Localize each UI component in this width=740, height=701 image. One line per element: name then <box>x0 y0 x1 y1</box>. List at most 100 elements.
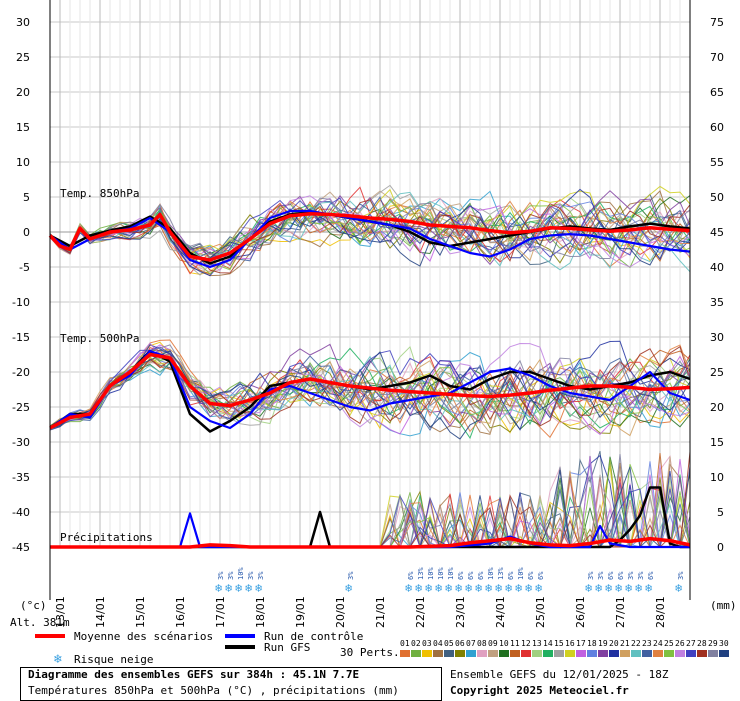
pert-legend-swatch <box>532 650 542 657</box>
snowflake-icon: ❄ <box>215 581 222 595</box>
pert-line <box>49 346 691 429</box>
y-right-tick: 10 <box>710 471 724 484</box>
snowflake-icon: ❄ <box>515 581 522 595</box>
date-label: 19/01 <box>294 596 307 628</box>
pert-legend-swatch <box>642 650 652 657</box>
footer-title: Diagramme des ensembles GEFS sur 384h : … <box>28 668 360 681</box>
snow-risk-pct: 13% <box>497 567 505 580</box>
snowflake-icon: ❄ <box>525 581 532 595</box>
snow-risk-pct: 3% <box>627 571 635 580</box>
pert-legend-label: 20 <box>609 639 619 648</box>
snow-risk-pct: 6% <box>507 571 515 580</box>
y-left-tick: 30 <box>16 16 30 29</box>
snow-risk-pct: 3% <box>227 571 235 580</box>
snowflake-icon: ❄ <box>225 581 232 595</box>
snow-risk-pct: 10% <box>487 567 495 580</box>
pert-legend-label: 06 <box>455 639 465 648</box>
snow-risk-pct: 3% <box>217 571 225 580</box>
pert-legend-swatch <box>466 650 476 657</box>
snow-risk-pct: 6% <box>537 571 545 580</box>
pert-legend-swatch <box>697 650 707 657</box>
pert-legend-label: 27 <box>686 639 696 648</box>
y-left-tick: 20 <box>16 86 30 99</box>
pert-legend-label: 16 <box>565 639 575 648</box>
perts-legend: 01 02 03 04 05 06 07 08 09 10 11 12 13 14 15 16 17 18 19 20… <box>400 639 729 657</box>
y-right-tick: 50 <box>710 191 724 204</box>
y-left-tick: -20 <box>12 366 30 379</box>
y-left-tick: 0 <box>23 226 30 239</box>
y-right-tick: 45 <box>710 226 724 239</box>
date-label: 28/01 <box>654 596 667 628</box>
y-left-tick: -40 <box>12 506 30 519</box>
pert-legend-label: 19 <box>598 639 608 648</box>
snowflake-icon: ❄ <box>435 581 442 595</box>
y-left-tick: -10 <box>12 296 30 309</box>
pert-line <box>49 355 691 430</box>
y-right-tick: 75 <box>710 16 724 29</box>
footer-run: Ensemble GEFS du 12/01/2025 - 18Z <box>450 668 669 681</box>
pert-legend-label: 25 <box>664 639 674 648</box>
y-left-tick: -5 <box>19 261 30 274</box>
y-right-tick: 70 <box>710 51 724 64</box>
series-t500-control <box>49 349 691 430</box>
snowflake-icon: ❄ <box>645 581 652 595</box>
pert-line <box>49 344 691 435</box>
y-right-tick: 55 <box>710 156 724 169</box>
snow-risk-pct: 10% <box>427 567 435 580</box>
pert-legend-swatch <box>543 650 553 657</box>
altitude-label: Alt. 381m <box>10 616 70 629</box>
pert-legend-swatch <box>499 650 509 657</box>
pert-legend-label: 01 <box>400 639 410 648</box>
right-unit-label: (mm) <box>710 599 737 612</box>
pert-legend-label: 12 <box>521 639 531 648</box>
pert-legend-label: 11 <box>510 639 520 648</box>
legend-control-label: Run de contrôle <box>264 630 363 643</box>
pert-legend-swatch <box>653 650 663 657</box>
y-left-tick: 5 <box>23 191 30 204</box>
snowflake-icon: ❄ <box>585 581 592 595</box>
snowflake-icon: ❄ <box>615 581 622 595</box>
pert-line <box>49 353 691 430</box>
pert-legend-label: 18 <box>587 639 597 648</box>
pert-legend-label: 24 <box>653 639 663 648</box>
pert-line <box>49 349 691 430</box>
snow-risk-pct: 6% <box>457 571 465 580</box>
snow-risk-pct: 6% <box>607 571 615 580</box>
snow-risk-pct: 3% <box>677 571 685 580</box>
legend: Moyenne des scénarios Run de contrôle Ru… <box>35 630 400 667</box>
series-precip-mean <box>50 536 691 549</box>
pert-legend-label: 23 <box>642 639 652 648</box>
snow-risk-pct: 6% <box>407 571 415 580</box>
footer-subtitle: Températures 850hPa et 500hPa (°C) , pré… <box>28 684 399 697</box>
pert-legend-label: 22 <box>631 639 641 648</box>
pert-legend-swatch <box>719 650 729 657</box>
snowflake-icon: ❄ <box>445 581 452 595</box>
pert-legend-label: 30 <box>719 639 729 648</box>
pert-legend-swatch <box>609 650 619 657</box>
snow-risk-row: 3%❄3%❄10%❄3%❄3%❄3%❄6%❄13%❄10%❄10%❄10%❄6%… <box>215 567 685 595</box>
pert-legend-swatch <box>510 650 520 657</box>
pert-legend-swatch <box>433 650 443 657</box>
snow-risk-pct: 10% <box>437 567 445 580</box>
t500-section-label: Temp. 500hPa <box>60 332 139 345</box>
snow-risk-pct: 3% <box>597 571 605 580</box>
pert-legend-label: 29 <box>708 639 718 648</box>
pert-legend-swatch <box>675 650 685 657</box>
pert-legend-label: 09 <box>488 639 498 648</box>
snowflake-icon: ❄ <box>53 652 62 667</box>
legend-mean-label: Moyenne des scénarios <box>74 630 213 643</box>
pert-legend-label: 21 <box>620 639 630 648</box>
y-right-tick: 40 <box>710 261 724 274</box>
pert-line <box>49 190 691 266</box>
y-right-tick: 0 <box>717 541 724 554</box>
pert-legend-label: 04 <box>433 639 443 648</box>
pert-legend-swatch <box>554 650 564 657</box>
snowflake-icon: ❄ <box>505 581 512 595</box>
date-label: 27/01 <box>614 596 627 628</box>
series-lines <box>48 209 691 549</box>
series-t500-mean <box>49 352 691 430</box>
date-label: 24/01 <box>494 596 507 628</box>
snowflake-icon: ❄ <box>455 581 462 595</box>
snowflake-icon: ❄ <box>415 581 422 595</box>
